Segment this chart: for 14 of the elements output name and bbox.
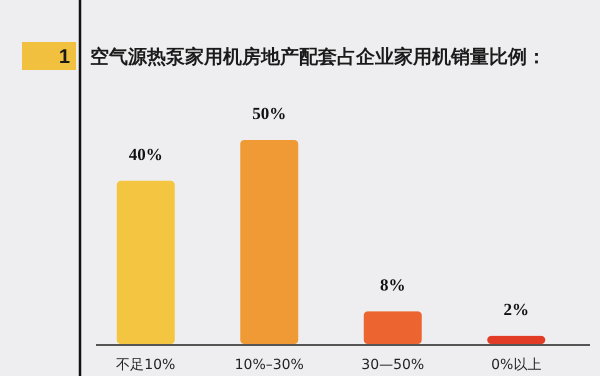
x-tick-label: 30—50% — [361, 357, 424, 373]
chart-title: 空气源热泵家用机房地产配套占企业家用机销量比例： — [90, 46, 546, 68]
bar — [364, 311, 422, 344]
bar — [487, 336, 546, 344]
bar — [116, 180, 175, 344]
bar — [240, 140, 298, 344]
data-label: 2% — [504, 300, 529, 319]
text: 1 — [58, 46, 70, 68]
data-label: 8% — [380, 275, 406, 294]
x-tick-label: 10%–30% — [234, 357, 304, 373]
x-tick-label: 0%以上 — [491, 357, 542, 373]
data-label: 40% — [128, 144, 163, 164]
x-tick-label: 不足10% — [116, 357, 176, 373]
data-label: 50% — [252, 104, 286, 123]
